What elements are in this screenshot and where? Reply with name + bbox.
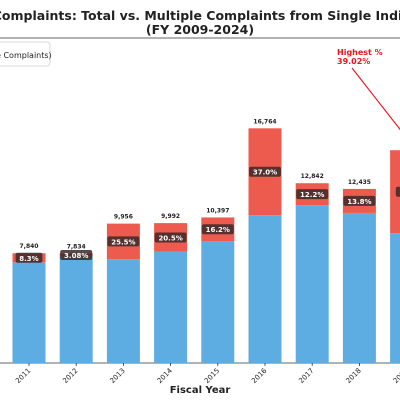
total-label-2014: 9,992 [161, 213, 180, 220]
total-label-2012: 7,834 [67, 243, 86, 250]
x-axis-label: Fiscal Year [170, 385, 231, 396]
total-label-2011: 7,840 [20, 243, 39, 250]
x-tick-label-2014: 2014 [156, 366, 175, 385]
annotation-arrow [352, 68, 400, 144]
total-label-2015: 10,397 [206, 207, 229, 214]
bar-base-2013 [107, 259, 140, 363]
x-tick-label-2015: 2015 [203, 367, 221, 385]
chart-title: OCR Complaints: Total vs. Multiple Compl… [0, 8, 400, 23]
x-tick-label-2012: 2012 [61, 367, 79, 385]
percent-label-2016: 37.0% [253, 169, 277, 177]
x-tick-label-2016: 2016 [250, 366, 269, 385]
percent-box-2019 [396, 187, 400, 197]
percent-label-2017: 12.2% [300, 191, 324, 199]
percent-label-2013: 25.5% [111, 238, 135, 246]
x-tick-label-2011: 2011 [14, 367, 32, 385]
x-tick-label-2017: 2017 [297, 367, 315, 385]
x-tick-label-2018: 2018 [345, 367, 363, 385]
bar-base-2011 [13, 262, 46, 363]
percent-label-2011: 8.3% [19, 255, 38, 263]
legend: e Complaints) [0, 42, 52, 66]
legend-label: e Complaints) [0, 51, 52, 60]
annotation-line1: Highest % [337, 48, 383, 57]
bar-base-2018 [343, 213, 376, 363]
bar-base-2012 [60, 257, 93, 363]
bar-base-2019 [390, 233, 400, 363]
bar-base-2014 [154, 252, 187, 363]
x-tick-label-2019: 2019 [392, 367, 400, 385]
bar-base-2017 [296, 205, 329, 363]
percent-label-2012: 3.08% [64, 252, 88, 260]
total-label-2017: 12,842 [301, 173, 324, 180]
bar-base-2016 [249, 215, 282, 363]
x-tick-label-2013: 2013 [109, 367, 127, 385]
percent-label-2014: 20.5% [158, 234, 182, 242]
total-label-2013: 9,956 [114, 214, 133, 221]
total-label-2016: 16,764 [253, 118, 276, 125]
total-label-2018: 12,435 [348, 179, 371, 186]
annotation-line2: 39.02% [337, 57, 370, 66]
highest-annotation: Highest % 39.02% [337, 48, 400, 148]
percent-label-2015: 16.2% [206, 226, 230, 234]
bar-base-2015 [201, 241, 234, 363]
x-tick-labels: 2011 2012 2013 2014 2015 2016 2017 2018 2019 [14, 363, 400, 385]
percent-label-2018: 13.8% [347, 198, 371, 206]
chart-subtitle: (FY 2009-2024) [146, 22, 254, 37]
